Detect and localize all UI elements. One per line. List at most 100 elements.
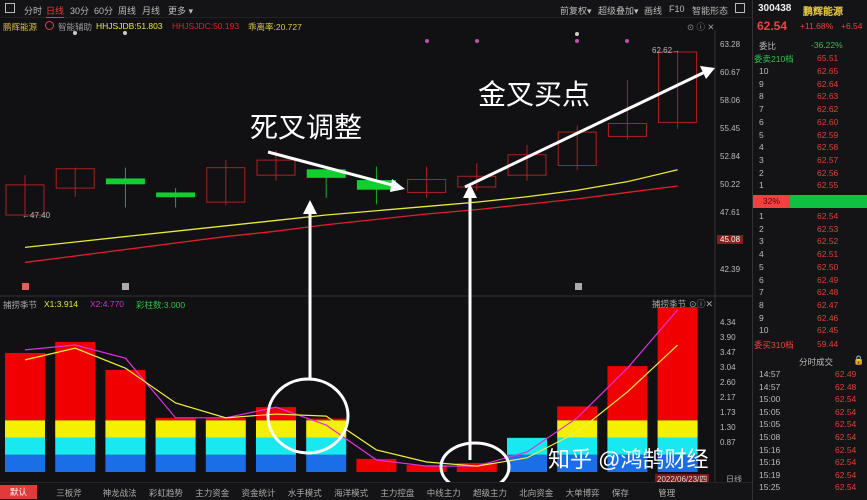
ask-row[interactable]: 1 62.55 bbox=[759, 180, 839, 191]
assist-label[interactable]: 智能辅助 bbox=[58, 22, 93, 32]
tab-fenshi[interactable]: 分时 bbox=[24, 6, 43, 16]
overlay-dropdown[interactable]: 超级叠加▾ bbox=[598, 6, 639, 16]
tab-monthly[interactable]: 月线 bbox=[142, 6, 161, 16]
bid-row[interactable]: 2 62.53 bbox=[759, 223, 839, 234]
tab-60min[interactable]: 60分 bbox=[94, 6, 114, 16]
sidebar-toggle-icon[interactable] bbox=[735, 3, 745, 13]
tab-daily[interactable]: 日线 bbox=[46, 6, 65, 18]
bid-row[interactable]: 3 62.52 bbox=[759, 236, 839, 247]
bid-row[interactable]: 1 62.54 bbox=[759, 211, 839, 221]
bid-row[interactable]: 7 62.48 bbox=[759, 287, 839, 298]
tab-8[interactable]: 主力控盘 bbox=[380, 488, 415, 498]
ratio-bar: 32% bbox=[753, 195, 867, 208]
trade-row[interactable]: 15:25 62.54 bbox=[759, 482, 857, 493]
signal-dots bbox=[22, 31, 629, 290]
trade-row[interactable]: 15:05 62.54 bbox=[759, 406, 857, 417]
tab-7[interactable]: 海洋模式 bbox=[334, 488, 369, 498]
price-tick: 58.06 bbox=[720, 96, 741, 105]
adjust-dropdown[interactable]: 前复权▾ bbox=[560, 6, 592, 16]
indicator-bar-segment bbox=[205, 420, 246, 438]
lock-icon[interactable]: 🔒 bbox=[853, 355, 865, 365]
ask-row[interactable]: 5 62.59 bbox=[759, 129, 839, 140]
stock-name: 鹏辉能源 bbox=[3, 22, 38, 32]
indicator-bar-segment bbox=[657, 420, 698, 438]
indicator-bar-segment bbox=[105, 369, 146, 421]
sub-tick: 2.17 bbox=[720, 393, 736, 402]
golden-cross-circle bbox=[439, 441, 511, 482]
trade-row[interactable]: 15:16 62.54 bbox=[759, 444, 857, 455]
bid-row[interactable]: 9 62.46 bbox=[759, 312, 839, 323]
trade-row[interactable]: 15:05 62.54 bbox=[759, 419, 857, 430]
indicator-bar-segment bbox=[557, 420, 598, 438]
trade-row[interactable]: 15:19 62.54 bbox=[759, 469, 857, 480]
bar-count-value: 彩柱数:3.000 bbox=[136, 300, 186, 310]
tab-11[interactable]: 北向资金 bbox=[519, 488, 554, 498]
ratio-bar-fill: 32% bbox=[753, 195, 790, 208]
pattern-button[interactable]: 智能形态 bbox=[692, 6, 729, 16]
price-tick: 63.28 bbox=[720, 40, 741, 49]
tab-0[interactable]: 默认 bbox=[0, 485, 38, 499]
ask-row[interactable]: 3 62.57 bbox=[759, 154, 839, 165]
ask-row[interactable]: 10 62.65 bbox=[759, 66, 839, 76]
bid-row[interactable]: 8 62.47 bbox=[759, 299, 839, 310]
f10-button[interactable]: F10 bbox=[669, 4, 685, 14]
chart-controls-icons[interactable]: ⊙ ⓘ ✕ bbox=[687, 22, 715, 32]
tab-2[interactable]: 神龙战法 bbox=[102, 488, 137, 498]
bid-row[interactable]: 10 62.45 bbox=[759, 325, 839, 336]
sub-pane-controls-icons[interactable]: ⊙ⓘ✕ bbox=[689, 299, 714, 309]
trade-row[interactable]: 15:00 62.54 bbox=[759, 394, 857, 405]
hhjsjdc-value: HHJSJDC:50.193 bbox=[172, 21, 240, 31]
candle-body bbox=[407, 178, 447, 193]
chart-canvas[interactable]: ←47.40 62.62→ 死叉调整 金叉买点 bbox=[0, 0, 752, 482]
tab-3[interactable]: 彩虹趋势 bbox=[148, 488, 183, 498]
ask-row[interactable]: 4 62.58 bbox=[759, 142, 839, 153]
ask-row[interactable]: 2 62.56 bbox=[759, 167, 839, 178]
tab-1[interactable]: 三板斧 bbox=[56, 488, 82, 498]
indicator-bar-segment bbox=[456, 463, 497, 472]
bid-row[interactable]: 4 62.51 bbox=[759, 249, 839, 260]
candle-body bbox=[256, 159, 296, 176]
ask-row[interactable]: 7 62.62 bbox=[759, 104, 839, 115]
candle-body bbox=[156, 192, 196, 198]
tab-6[interactable]: 水手模式 bbox=[287, 488, 322, 498]
trade-row[interactable]: 14:57 62.49 bbox=[759, 369, 857, 379]
sub-tick: 3.90 bbox=[720, 333, 736, 342]
indicator-bar-segment bbox=[205, 454, 246, 472]
tab-5[interactable]: 资金统计 bbox=[241, 488, 276, 498]
tab-14[interactable]: 管理 bbox=[658, 488, 676, 498]
ma-line-hhjsjdc bbox=[24, 185, 678, 264]
tab-13[interactable]: 保存 bbox=[611, 488, 629, 498]
indicator-bar-segment bbox=[557, 454, 598, 472]
sub-indicator-name[interactable]: 捕捞季节 bbox=[3, 300, 38, 310]
panel-toggle-icon[interactable] bbox=[5, 3, 15, 13]
ratio-row: 委比 -36.22% bbox=[759, 40, 843, 51]
trade-row[interactable]: 15:08 62.54 bbox=[759, 432, 857, 442]
draw-button[interactable]: 画线 bbox=[644, 6, 663, 16]
bid-row[interactable]: 6 62.49 bbox=[759, 274, 839, 285]
indicator-bar-segment bbox=[5, 420, 45, 438]
collapse-icon[interactable] bbox=[45, 21, 54, 30]
tab-10[interactable]: 超级主力 bbox=[473, 488, 508, 498]
tab-30min[interactable]: 30分 bbox=[70, 6, 90, 16]
indicator-line-x1 bbox=[24, 344, 679, 467]
ask-row[interactable]: 8 62.63 bbox=[759, 91, 839, 102]
stock-title: 鹏辉能源 bbox=[803, 7, 843, 18]
bid-row[interactable]: 5 62.50 bbox=[759, 261, 839, 272]
indicator-line-x2 bbox=[24, 309, 679, 467]
candle-body bbox=[206, 167, 246, 203]
tab-4[interactable]: 主力资金 bbox=[195, 488, 230, 498]
trade-row[interactable]: 15:16 62.54 bbox=[759, 457, 857, 468]
indicator-bar-segment bbox=[607, 437, 648, 455]
candle-body bbox=[5, 184, 45, 216]
tab-weekly[interactable]: 周线 bbox=[118, 6, 137, 16]
tab-9[interactable]: 中线主力 bbox=[426, 488, 461, 498]
tab-12[interactable]: 大单博弈 bbox=[565, 488, 600, 498]
death-cross-label: 死叉调整 bbox=[250, 112, 362, 143]
more-dropdown[interactable]: 更多 ▾ bbox=[168, 6, 194, 16]
ask-row[interactable]: 6 62.60 bbox=[759, 116, 839, 127]
sub-pane-title: 捕捞季节 bbox=[652, 299, 687, 309]
sub-tick: 2.60 bbox=[720, 378, 736, 387]
death-cross-arrow bbox=[267, 150, 397, 188]
ask-row[interactable]: 9 62.64 bbox=[759, 78, 839, 89]
trade-row[interactable]: 14:57 62.48 bbox=[759, 381, 857, 392]
